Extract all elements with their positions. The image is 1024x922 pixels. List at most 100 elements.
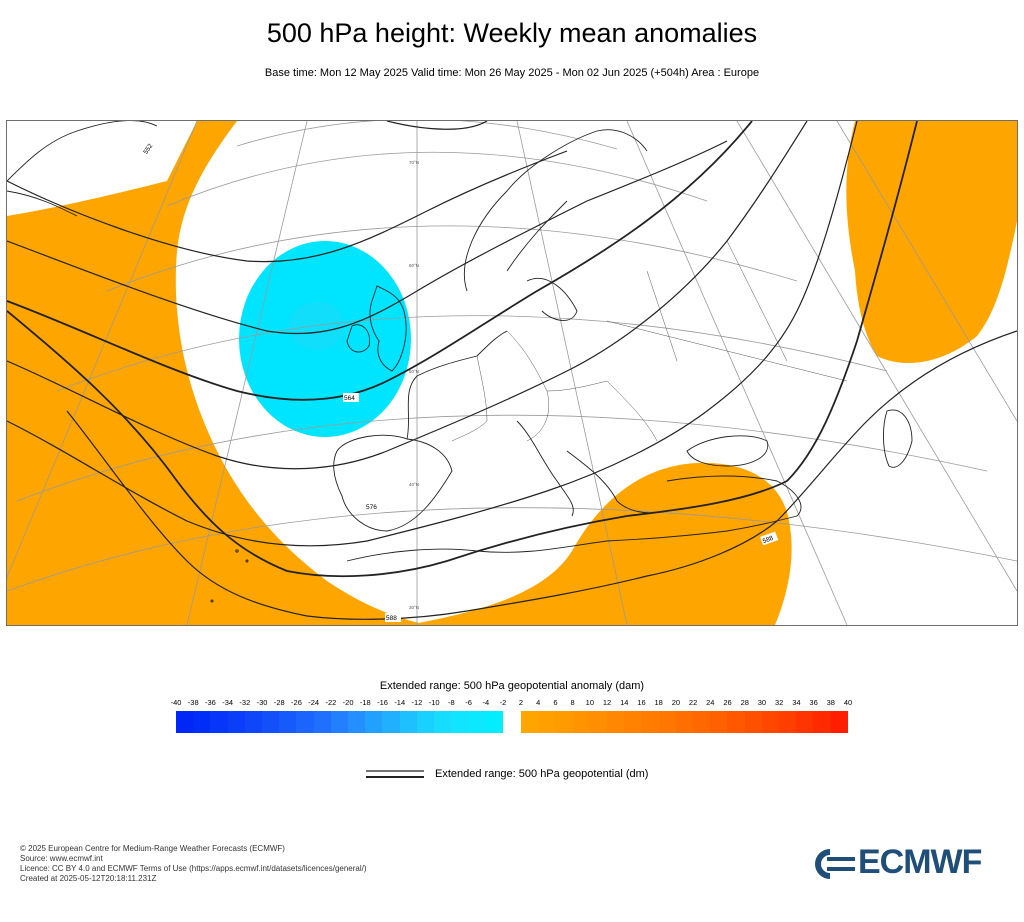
footer-line: Licence: CC BY 4.0 and ECMWF Terms of Us… [20, 864, 367, 873]
chart-title: 500 hPa height: Weekly mean anomalies [266, 18, 758, 48]
colorbar-swatch-negative [416, 711, 435, 733]
colorbar-tick-label: -12 [411, 698, 423, 707]
colorbar-tick-label: 16 [637, 698, 646, 707]
colorbar-swatch-negative [365, 711, 383, 733]
colorbar-tick-label: 26 [723, 698, 732, 707]
colorbar-swatch-negative [399, 711, 417, 733]
colorbar-negative [176, 711, 503, 733]
colorbar-swatch-negative [485, 711, 503, 733]
colorbar-swatch-negative [262, 711, 280, 733]
chart-subtitle: Base time: Mon 12 May 2025 Valid time: M… [264, 67, 760, 79]
colorbar-swatch-positive [641, 711, 659, 733]
footer-credits: © 2025 European Centre for Medium-Range … [20, 844, 367, 884]
colorbar-tick-label: -28 [273, 698, 285, 707]
colorbar-swatch-positive [796, 711, 814, 733]
colorbar-tick-label: -4 [482, 698, 490, 707]
colorbar-swatch-positive [779, 711, 797, 733]
colorbar-tick-label: -2 [499, 698, 507, 707]
colorbar-tick-label: 8 [570, 698, 575, 707]
colorbar-swatch-negative [244, 711, 263, 733]
negative-anomaly-core [289, 302, 345, 350]
graticule [7, 121, 1017, 625]
colorbar-tick-label: -26 [291, 698, 302, 707]
colorbar-tick-label: -24 [308, 698, 320, 707]
colorbar-tick-label: 24 [706, 698, 715, 707]
positive-anomaly-east [846, 121, 1017, 364]
map-svg: 552 564 576 588 588 70°N 60°N 50°N 40°N … [7, 121, 1017, 625]
positive-anomaly-west [7, 121, 427, 625]
colorbar-tick-label: -22 [325, 698, 337, 707]
colorbar-tick-label: -34 [222, 698, 234, 707]
colorbar-swatch-positive [538, 711, 556, 733]
lat-label-30: 30°N [409, 605, 419, 610]
geopotential-legend-label: Extended range: 500 hPa geopotential (dm… [435, 768, 649, 780]
colorbar-tick-label: -20 [342, 698, 354, 707]
colorbar-swatch-positive [675, 711, 694, 733]
colorbar-tick-label: 30 [757, 698, 767, 707]
contour-label-2: 564 [344, 395, 355, 402]
colorbar-tick-label: -36 [204, 698, 216, 707]
colorbar-tick-label: -14 [394, 698, 406, 707]
colorbar-tick-label: 20 [671, 698, 681, 707]
colorbar-swatch-positive [624, 711, 642, 733]
colorbar-swatch-positive [830, 711, 848, 733]
colorbar-positive [521, 711, 848, 733]
colorbar-swatch-positive [761, 711, 780, 733]
colorbar-swatch-negative [348, 711, 366, 733]
colorbar-tick-label: -18 [359, 698, 371, 707]
contour-label-4: 588 [386, 615, 397, 622]
colorbar-tick-label: -30 [256, 698, 268, 707]
country-borders [451, 240, 848, 442]
anomaly-map: 552 564 576 588 588 70°N 60°N 50°N 40°N … [6, 120, 1018, 626]
colorbar-swatch-positive [521, 711, 539, 733]
lat-label-60: 60°N [409, 263, 419, 268]
colorbar-swatch-positive [710, 711, 728, 733]
lat-label-50: 50°N [409, 369, 419, 374]
ecmwf-logo-text: ECMWF [858, 843, 982, 881]
colorbar-swatch-negative [434, 711, 452, 733]
colorbar-swatch-positive [589, 711, 608, 733]
colorbar-tick-label: -6 [465, 698, 472, 707]
colorbar-swatch-negative [313, 711, 331, 733]
colorbar-swatch-negative [296, 711, 314, 733]
colorbar-swatch-negative [468, 711, 486, 733]
ecmwf-logo-icon [815, 849, 855, 879]
colorbar-tick-label: -32 [239, 698, 251, 707]
colorbar-swatch-positive [555, 711, 573, 733]
colorbar-swatch-negative [279, 711, 297, 733]
lat-label-70: 70°N [409, 160, 419, 165]
colorbar-title: Extended range: 500 hPa geopotential ano… [379, 680, 645, 692]
colorbar-swatch-negative [451, 711, 469, 733]
colorbar-swatch-positive [572, 711, 590, 733]
colorbar-swatch-positive [607, 711, 625, 733]
colorbar-swatch-negative [210, 711, 228, 733]
latitude-labels: 70°N 60°N 50°N 40°N 30°N [409, 160, 419, 610]
colorbar-swatch-positive [693, 711, 711, 733]
colorbar-tick-label: -8 [448, 698, 455, 707]
lat-label-40: 40°N [409, 482, 419, 487]
colorbar-swatch-negative [193, 711, 211, 733]
footer-line: © 2025 European Centre for Medium-Range … [20, 844, 285, 853]
colorbar-tick-label: 6 [553, 698, 558, 707]
colorbar-tick-label: -16 [377, 698, 388, 707]
colorbar-tick-labels: -40 -38 -36 -34 -32 -30 -28 -26 -24 -22 -20 -18 -16-… [0, 698, 1024, 710]
colorbar-tick-label: 34 [792, 698, 801, 707]
colorbar-tick-label: 36 [809, 698, 818, 707]
positive-anomaly-south [407, 462, 792, 625]
colorbar-tick-label: 32 [774, 698, 784, 707]
colorbar-tick-label: 18 [654, 698, 663, 707]
colorbar-tick-label: -10 [428, 698, 440, 707]
colorbar-swatch-negative [330, 711, 349, 733]
colorbar-swatch-positive [744, 711, 762, 733]
colorbar-swatch-positive [658, 711, 676, 733]
colorbar-tick-label: 4 [536, 698, 541, 707]
colorbar-swatch-positive [813, 711, 831, 733]
colorbar-swatch-negative [382, 711, 400, 733]
colorbar-tick-label: 38 [826, 698, 835, 707]
contour-label-group: 552 564 576 588 588 [140, 138, 779, 622]
colorbar-tick-label: 14 [620, 698, 629, 707]
footer-line: Source: www.ecmwf.int [20, 854, 103, 863]
colorbar-tick-label: 12 [602, 698, 612, 707]
colorbar-tick-label: 10 [585, 698, 594, 707]
contour-label-3: 576 [366, 504, 377, 511]
